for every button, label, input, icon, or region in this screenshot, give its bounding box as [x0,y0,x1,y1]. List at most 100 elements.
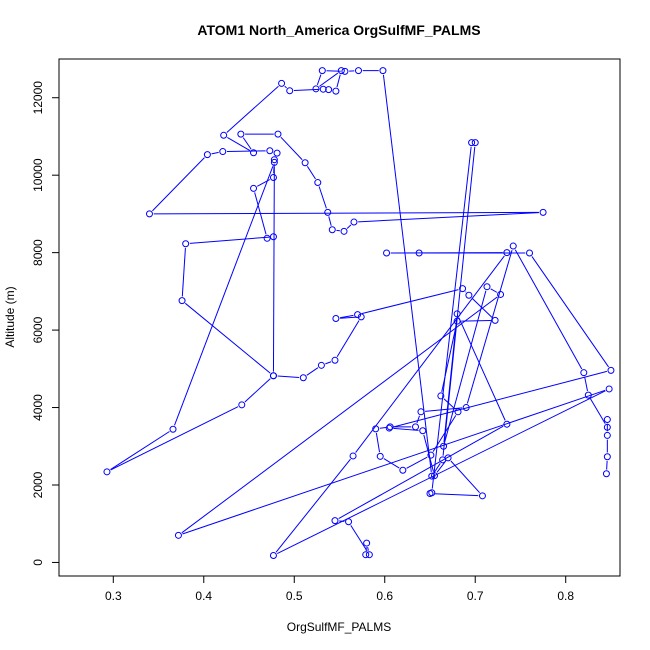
series-segment [275,458,351,553]
data-point [266,147,274,155]
data-point [324,208,332,216]
data-point [465,291,473,299]
data-point [376,452,384,460]
data-point [462,404,470,412]
data-point [331,517,339,525]
data-point [603,431,611,439]
data-point [427,451,435,459]
series-segment [328,216,332,226]
series-segment [110,406,239,471]
series-segment [272,166,275,372]
data-point [491,316,499,324]
series-segment [441,325,457,392]
data-point [355,67,363,75]
x-tick-label: 0.3 [105,589,122,603]
data-point [269,372,277,380]
series-segment [584,376,588,392]
series-segment [284,85,287,89]
data-point [428,489,436,497]
series-segment [338,425,504,520]
data-point [580,369,588,377]
data-point [503,249,511,257]
series-segment [375,432,381,453]
series-segment [318,186,327,209]
series-segment [226,150,266,152]
series-segment [339,314,354,319]
series-segment [361,289,459,315]
series-segment [461,319,491,322]
data-point [497,290,505,298]
series-segment [367,547,369,551]
series-segment [433,463,441,473]
data-point [453,310,461,318]
series-segment [382,74,432,472]
data-point [454,408,462,416]
data-point [383,249,391,257]
y-tick-label: 0 [31,559,45,566]
data-point [605,385,613,393]
data-point [362,551,370,559]
data-point [539,208,547,216]
data-point [363,539,371,547]
y-axis-label: Altitude (m) [3,286,17,347]
data-point [365,551,373,559]
data-point [314,179,322,187]
data-point [340,227,348,235]
data-point [415,249,423,257]
series-segment [442,146,476,456]
series-segment [393,370,608,428]
data-point [483,283,491,291]
data-point [328,226,336,234]
data-point [459,285,467,293]
series-segment [443,398,456,410]
series-segment [406,456,428,469]
data-point [312,85,320,93]
series-segment [350,525,368,552]
series-segment [184,302,271,374]
data-point [337,67,345,75]
data-point [345,518,353,526]
data-point [372,425,380,433]
data-point [250,184,258,192]
data-point [237,130,245,138]
data-point [318,67,326,75]
series-segment [189,236,270,244]
series-segment [471,297,493,318]
data-point [169,425,177,433]
series-segment [379,426,387,429]
data-point [439,456,447,464]
data-point [453,317,461,325]
data-point [331,356,339,364]
y-tick-label: 6000 [31,316,45,343]
series-segment [358,212,539,223]
data-point [357,313,365,321]
series-segment [346,224,352,229]
data-point [263,234,271,242]
data-point [220,131,228,139]
data-point [503,420,511,428]
series-segment [336,74,341,88]
series-segment [152,157,205,212]
data-point [325,86,333,94]
data-point [354,311,362,319]
x-axis-label: OrgSulfMF_PALMS [287,620,391,634]
series-segment [383,458,400,469]
data-point [419,427,427,435]
series-segment [276,390,606,555]
x-tick-label: 0.6 [376,589,393,603]
data-point [273,149,281,157]
series-segment [182,389,606,535]
y-tick-label: 10000 [31,158,45,192]
series-segment [416,415,420,424]
data-point [238,401,246,409]
data-point [437,392,445,400]
data-point [270,156,278,164]
data-point [145,210,153,218]
data-point [603,423,611,431]
y-axis: 0 2000 4000 6000 8000 10000 12000 [31,81,60,566]
data-point [386,423,394,431]
series-segment [458,317,506,421]
data-point [350,218,358,226]
data-point [269,551,277,559]
x-axis: 0.3 0.4 0.5 0.6 0.7 0.8 [105,575,574,603]
